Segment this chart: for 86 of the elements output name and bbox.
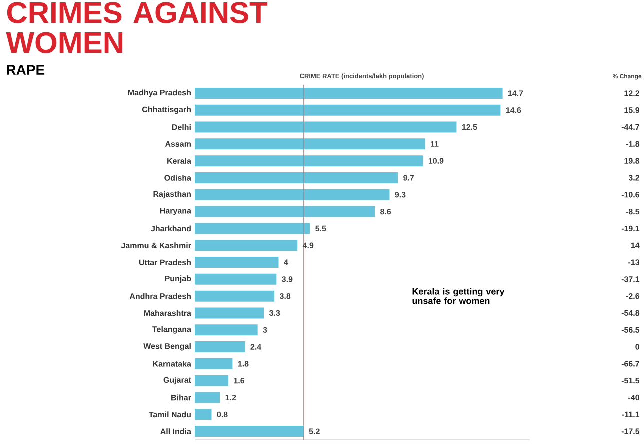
y-tick-label: Jharkhand <box>151 226 191 232</box>
y-tick-label: Jammu & Kashmir <box>121 242 192 249</box>
y-tick-label: Haryana <box>160 208 192 216</box>
text: 0 <box>636 344 640 350</box>
text: 15.9 <box>624 108 640 114</box>
chart-title: CRIMES AGAINST WOMEN <box>6 2 268 54</box>
data-label: 14.7 <box>508 90 524 96</box>
text: -66.7 <box>622 361 640 367</box>
text: 3.2 <box>628 175 640 181</box>
text: 19.8 <box>624 158 640 164</box>
y-tick-label: Assam <box>165 141 191 147</box>
bar <box>195 122 457 133</box>
y-tick-label: Maharashtra <box>144 310 192 316</box>
text: -2.6 <box>626 293 640 300</box>
bar <box>195 342 246 353</box>
bar <box>195 206 376 218</box>
y-tick-label: Odisha <box>164 175 192 181</box>
data-label: 10.9 <box>428 158 444 164</box>
y-tick-label: Kerala <box>168 158 192 164</box>
y-tick-label: Madhya Pradesh <box>128 90 191 98</box>
y-tick-label: Tamil Nadu <box>149 412 191 418</box>
data-label: 3.8 <box>280 293 291 300</box>
bar <box>195 172 398 184</box>
text: 14 <box>631 242 640 248</box>
text: -51.5 <box>622 378 640 384</box>
bar <box>195 189 390 200</box>
bar <box>195 223 310 234</box>
text: 12.2 <box>624 90 640 96</box>
text: -54.8 <box>622 310 640 316</box>
bar <box>195 409 212 420</box>
bar <box>195 88 503 99</box>
y-tick-label: Telangana <box>152 326 192 334</box>
y-tick-label: Bihar <box>172 394 192 401</box>
data-label: 1.8 <box>238 361 249 367</box>
bar <box>195 104 501 116</box>
bar <box>195 426 304 438</box>
text: -13 <box>628 260 640 266</box>
text: -8.5 <box>626 208 640 215</box>
text: RAPE <box>7 65 45 75</box>
bar <box>195 358 233 370</box>
y-tick-label: Punjab <box>165 276 192 284</box>
y-tick-label: All India <box>160 428 192 434</box>
data-label: 9.7 <box>404 175 414 181</box>
data-label: 1.2 <box>226 394 236 401</box>
data-label: 0.8 <box>217 412 228 418</box>
bar <box>195 324 258 336</box>
data-label: 3.9 <box>282 276 293 282</box>
bar <box>195 240 298 252</box>
text: -10.6 <box>622 192 640 198</box>
data-label: 3 <box>263 327 268 333</box>
bar <box>195 156 424 167</box>
y-tick-label: Uttar Pradesh <box>139 260 191 266</box>
data-label: 12.5 <box>462 124 478 130</box>
text: -19.1 <box>622 226 640 232</box>
text: -37.1 <box>622 276 640 282</box>
data-label: 4 <box>284 260 288 266</box>
data-label: 5.5 <box>316 226 326 232</box>
data-label: 11 <box>431 141 439 147</box>
text: -17.5 <box>622 428 640 434</box>
text: -11.1 <box>622 412 640 418</box>
text: -56.5 <box>622 327 640 333</box>
bar <box>195 138 426 150</box>
y-tick-label: Delhi <box>172 124 191 130</box>
bar <box>195 290 275 302</box>
text: -1.8 <box>626 141 640 148</box>
y-tick-label: West Bengal <box>144 343 191 351</box>
bar <box>195 274 277 285</box>
bar <box>195 392 220 404</box>
bar <box>195 308 264 319</box>
data-label: 1.6 <box>234 378 245 384</box>
data-label: 2.4 <box>250 344 262 350</box>
data-label: 8.6 <box>380 208 392 215</box>
bar <box>195 257 279 268</box>
data-label: 14.6 <box>506 108 522 114</box>
data-label: 9.3 <box>395 192 406 198</box>
y-tick-label: Rajasthan <box>154 191 191 199</box>
text: -44.7 <box>622 124 640 130</box>
y-tick-label: Andhra Pradesh <box>130 293 191 300</box>
y-tick-label: Gujarat <box>164 377 192 385</box>
y-tick-label: Karnataka <box>153 360 192 367</box>
y-tick-label: Chhattisgarh <box>142 106 191 114</box>
data-label: 3.3 <box>269 310 280 316</box>
text: -40 <box>628 394 640 401</box>
bar <box>195 375 229 386</box>
annotation: Kerala is getting very unsafe for women <box>412 288 505 304</box>
data-label: 5.2 <box>309 428 320 434</box>
